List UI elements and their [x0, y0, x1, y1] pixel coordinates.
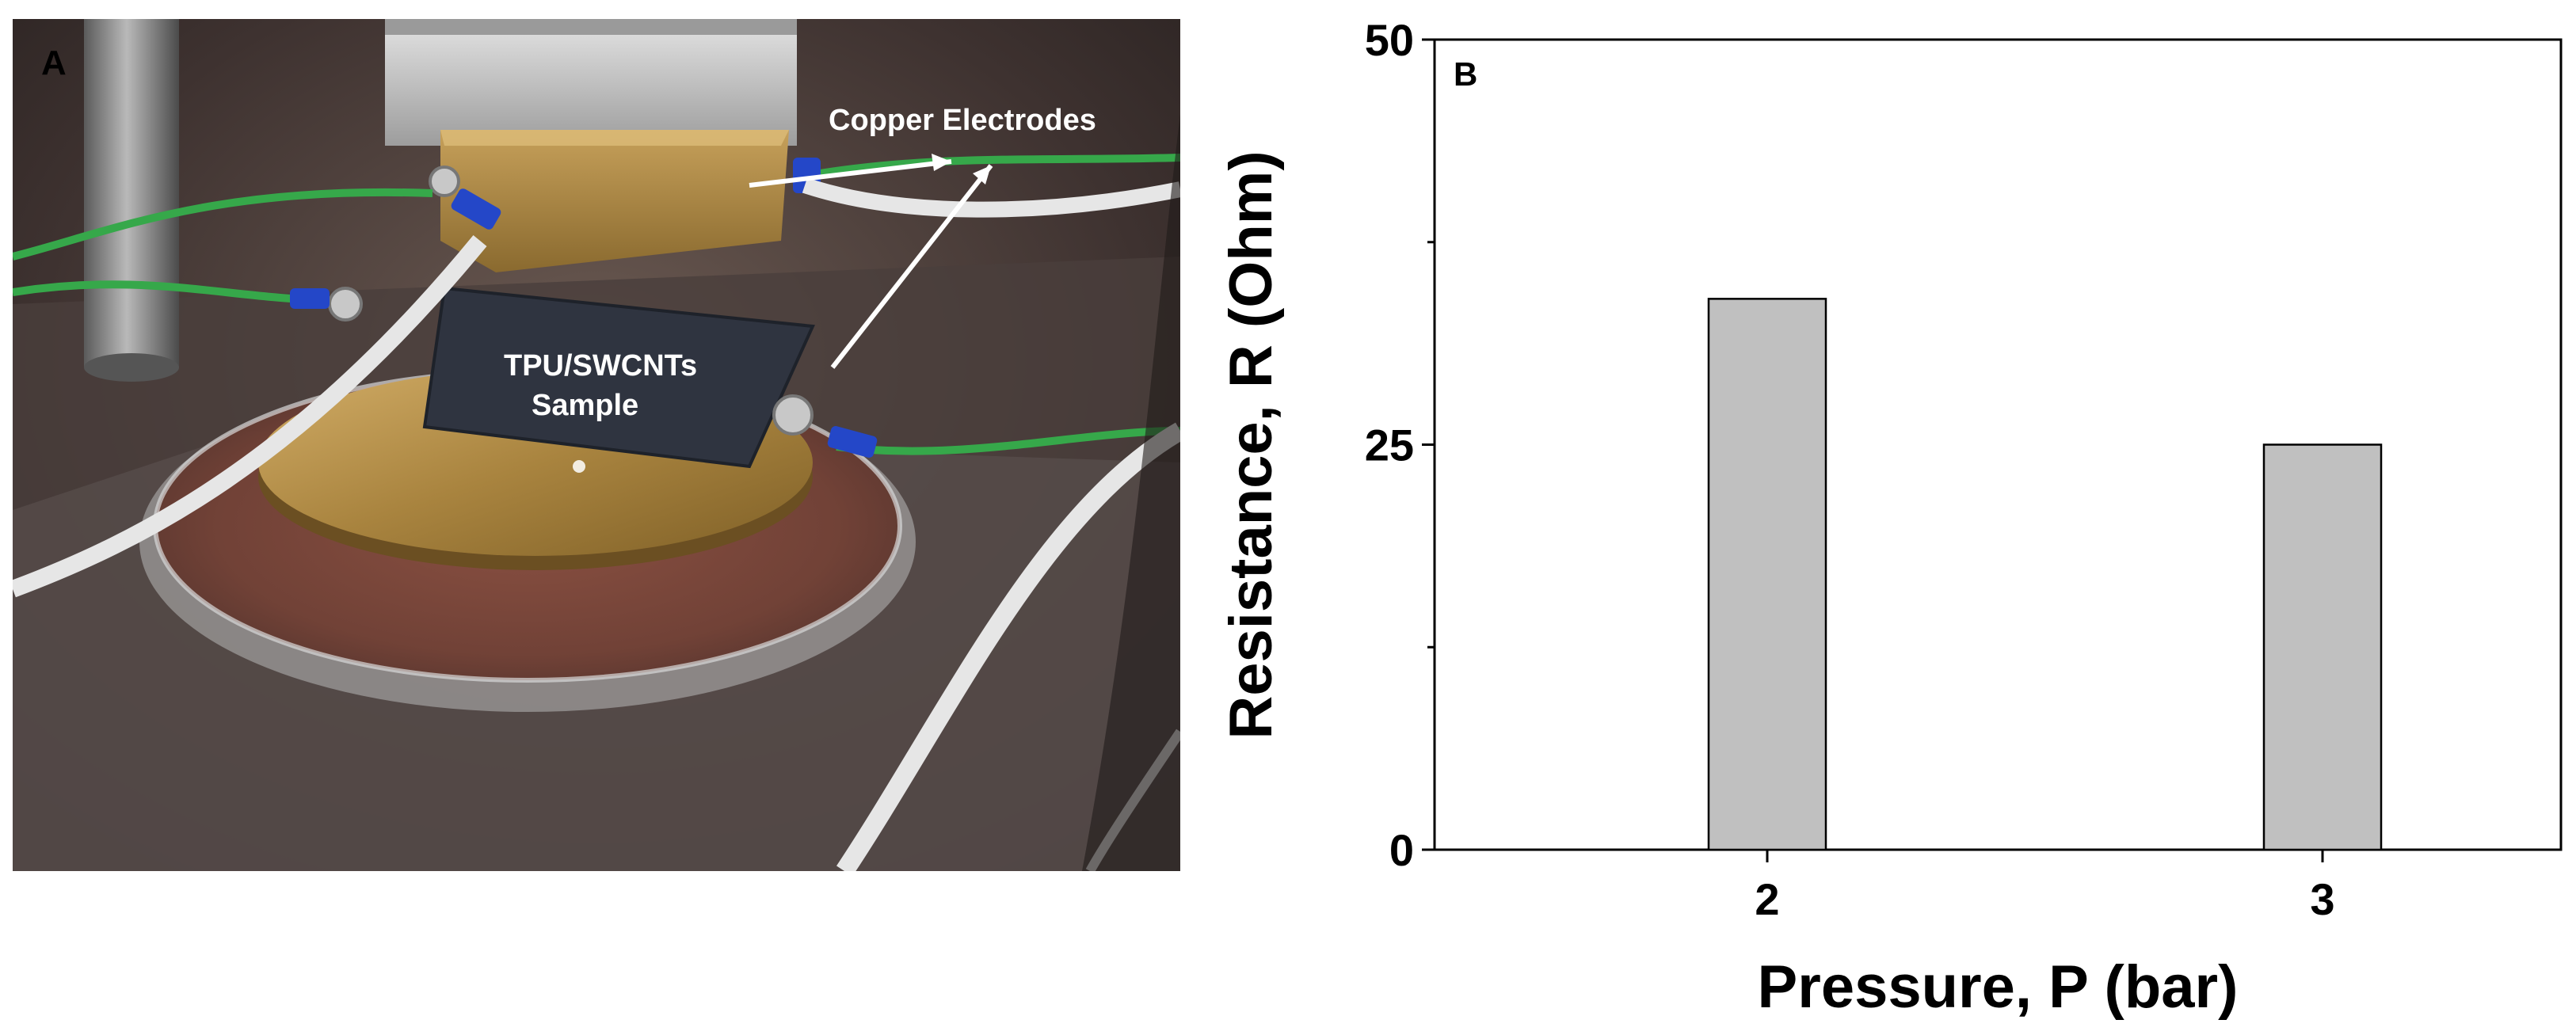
plot-frame: [1433, 38, 2563, 851]
x-axis-title: Pressure, P (bar): [1758, 953, 2239, 1021]
setup-photo: Copper Electrodes TPU/SWCNTs Sample A: [13, 19, 1180, 871]
x-tick-label: 3: [2310, 874, 2334, 924]
tick-labels: 0 25 50 2 3: [1365, 15, 2335, 924]
y-tick-label: 50: [1365, 15, 1414, 65]
y-axis-title: Resistance, R (Ohm): [1218, 150, 1285, 739]
panel-letter-a: A: [41, 44, 67, 82]
bar-pressure-3: [2262, 443, 2383, 851]
bar-pressure-2: [1707, 298, 1827, 851]
label-sample-line1: TPU/SWCNTs: [504, 349, 697, 382]
green-wire: [13, 188, 433, 261]
chart-panel: 0 25 50 2 3 B Pressure, P (bar) Resistance, …: [1188, 0, 2576, 1031]
x-tick-label: 2: [1755, 874, 1779, 924]
y-tick-label: 25: [1365, 420, 1414, 470]
blue-connector: [290, 288, 330, 309]
screw-right: [772, 394, 814, 436]
label-copper-electrodes: Copper Electrodes: [829, 104, 1096, 137]
top-electrode-block: [440, 130, 789, 272]
axis-ticks: [1422, 38, 2324, 862]
y-tick-label: 0: [1389, 825, 1414, 875]
panel-letter-b: B: [1454, 55, 1477, 93]
electrode-arrow-1: [749, 159, 952, 188]
support-pole: [84, 19, 179, 367]
acrylic-holder: [385, 19, 797, 146]
photo-panel: Copper Electrodes TPU/SWCNTs Sample A: [13, 19, 1180, 871]
label-sample-line2: Sample: [532, 389, 638, 422]
resistance-bar-chart: 0 25 50 2 3 B Pressure, P (bar) Resistance, …: [1218, 15, 2563, 1021]
screw-left: [328, 287, 363, 322]
electrode-arrow-2: [830, 164, 993, 369]
bars: [1707, 298, 2383, 851]
white-cable: [13, 235, 487, 598]
tpu-swcnt-sample: [425, 288, 813, 466]
